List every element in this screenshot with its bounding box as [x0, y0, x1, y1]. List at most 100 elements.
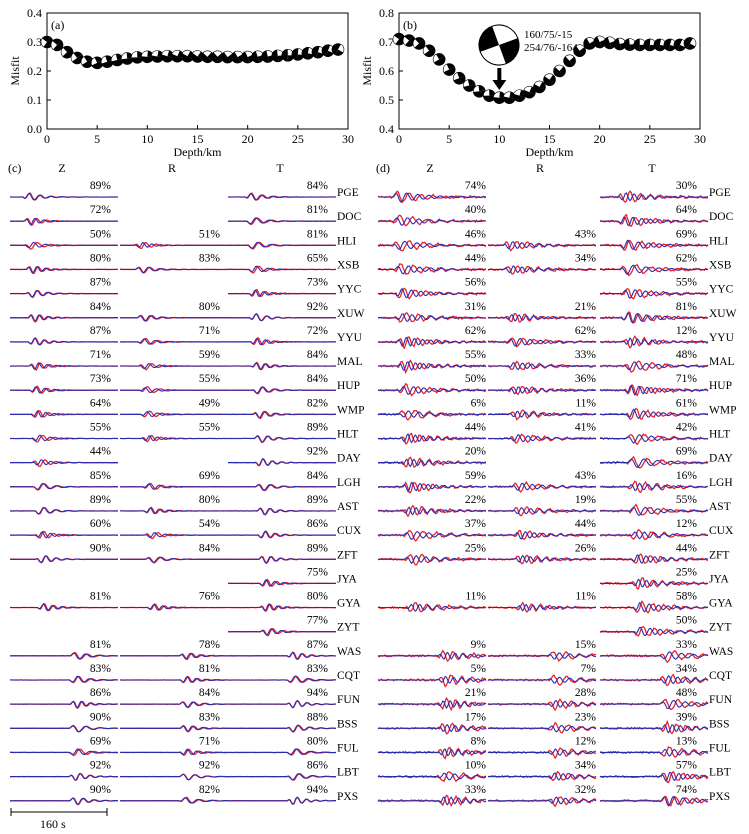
fit-percent-r: 26% [575, 542, 597, 554]
station-name: PXS [709, 791, 730, 803]
synthetic-trace [600, 601, 709, 613]
fit-percent-t: 80% [307, 735, 329, 747]
synthetic-trace [600, 578, 709, 588]
x-axis-label: Depth/km [526, 145, 575, 159]
synthetic-trace [10, 748, 119, 756]
fit-percent-z: 50% [90, 228, 112, 240]
station-row-lgh: 59% 43% 16% LGH [377, 470, 733, 494]
synthetic-trace [378, 192, 486, 203]
station-name: FUN [337, 694, 361, 706]
synthetic-trace [378, 748, 487, 757]
station-row-mal: 71% 59% 84% MAL [9, 349, 363, 371]
observed-trace [9, 266, 118, 275]
fit-percent-t: 84% [307, 349, 329, 361]
misfit-point [110, 53, 124, 67]
synthetic-trace [228, 773, 337, 781]
synthetic-trace [488, 265, 597, 274]
observed-trace [599, 213, 709, 228]
station-name: LGH [337, 477, 361, 489]
synthetic-trace [600, 434, 709, 444]
misfit-point [452, 71, 466, 85]
fit-percent-r: 80% [199, 494, 221, 506]
misfit-point [623, 38, 637, 51]
fit-percent-r: 69% [199, 470, 221, 482]
fit-percent-z: 55% [90, 422, 112, 434]
synthetic-trace [378, 458, 487, 468]
synthetic-trace [600, 482, 709, 491]
fit-percent-t: 48% [676, 349, 698, 361]
x-tick-label: 0 [396, 132, 402, 146]
fit-percent-z: 73% [90, 373, 112, 385]
fit-percent-z: 17% [465, 711, 487, 723]
synthetic-trace [228, 603, 336, 612]
misfit-point [321, 44, 335, 58]
station-row-yyc: 56% 55% YYC [377, 277, 734, 300]
fit-percent-r: 82% [199, 784, 221, 796]
synthetic-trace [600, 626, 709, 637]
x-tick-label: 30 [694, 132, 706, 146]
fit-percent-r: 7% [581, 663, 597, 675]
fit-percent-r: 80% [199, 301, 221, 313]
fit-percent-t: 88% [307, 711, 329, 723]
synthetic-trace [228, 724, 337, 733]
component-header-z: Z [58, 161, 65, 175]
observed-trace [599, 625, 709, 637]
station-name: FUL [709, 742, 731, 754]
panel-label: (c) [8, 161, 21, 175]
synthetic-trace [600, 771, 709, 782]
station-row-gya: 81% 76% 80% GYA [10, 591, 361, 612]
panel-label: (d) [376, 161, 390, 175]
synthetic-trace [488, 554, 596, 564]
synthetic-trace [10, 459, 118, 466]
station-row-wmp: 6% 11% 61% WMP [377, 397, 736, 421]
synthetic-trace [600, 651, 709, 660]
misfit-point [613, 37, 627, 51]
fit-percent-z: 25% [465, 542, 487, 554]
station-name: DAY [337, 453, 362, 465]
misfit-point [583, 37, 596, 50]
synthetic-trace [10, 386, 118, 394]
fit-percent-t: 71% [676, 373, 698, 385]
synthetic-trace [120, 266, 228, 274]
station-name: CUX [709, 525, 734, 537]
fit-percent-t: 57% [676, 760, 698, 772]
station-name: XUW [337, 308, 365, 320]
synthetic-trace [600, 216, 708, 227]
component-header-r: R [168, 161, 176, 175]
misfit-point [271, 49, 285, 63]
station-name: CQT [709, 670, 732, 682]
station-name: YYU [709, 332, 735, 344]
observed-trace [377, 409, 487, 421]
synthetic-trace [120, 675, 229, 683]
fit-percent-r: 55% [199, 373, 221, 385]
synthetic-trace [120, 701, 229, 709]
observed-trace [487, 601, 597, 613]
misfit-point [221, 50, 234, 64]
synthetic-trace [378, 360, 487, 371]
synthetic-trace [600, 795, 709, 807]
station-name: YYU [337, 332, 363, 344]
fit-percent-r: 43% [575, 470, 597, 482]
fit-percent-z: 62% [465, 325, 487, 337]
station-row-fun: 86% 84% 94% FUN [9, 687, 361, 709]
synthetic-trace [378, 313, 487, 322]
fit-percent-r: 83% [199, 252, 221, 264]
synthetic-trace [10, 725, 119, 733]
synthetic-trace [120, 338, 228, 345]
fit-percent-t: 84% [307, 180, 329, 192]
fit-percent-z: 90% [90, 784, 112, 796]
station-row-ful: 8% 12% 13% FUL [377, 735, 731, 760]
synthetic-trace [120, 725, 228, 733]
misfit-point [543, 73, 556, 86]
synthetic-trace [378, 240, 487, 250]
synthetic-trace [120, 531, 228, 539]
fit-percent-z: 83% [90, 663, 112, 675]
synthetic-trace [228, 265, 337, 273]
synthetic-trace [120, 483, 228, 490]
synthetic-trace [228, 193, 336, 201]
fit-percent-t: 92% [307, 446, 329, 458]
y-tick-label: 0.4 [379, 122, 394, 136]
misfit-point [683, 37, 697, 50]
station-row-jya: 25% JYA [599, 566, 730, 590]
